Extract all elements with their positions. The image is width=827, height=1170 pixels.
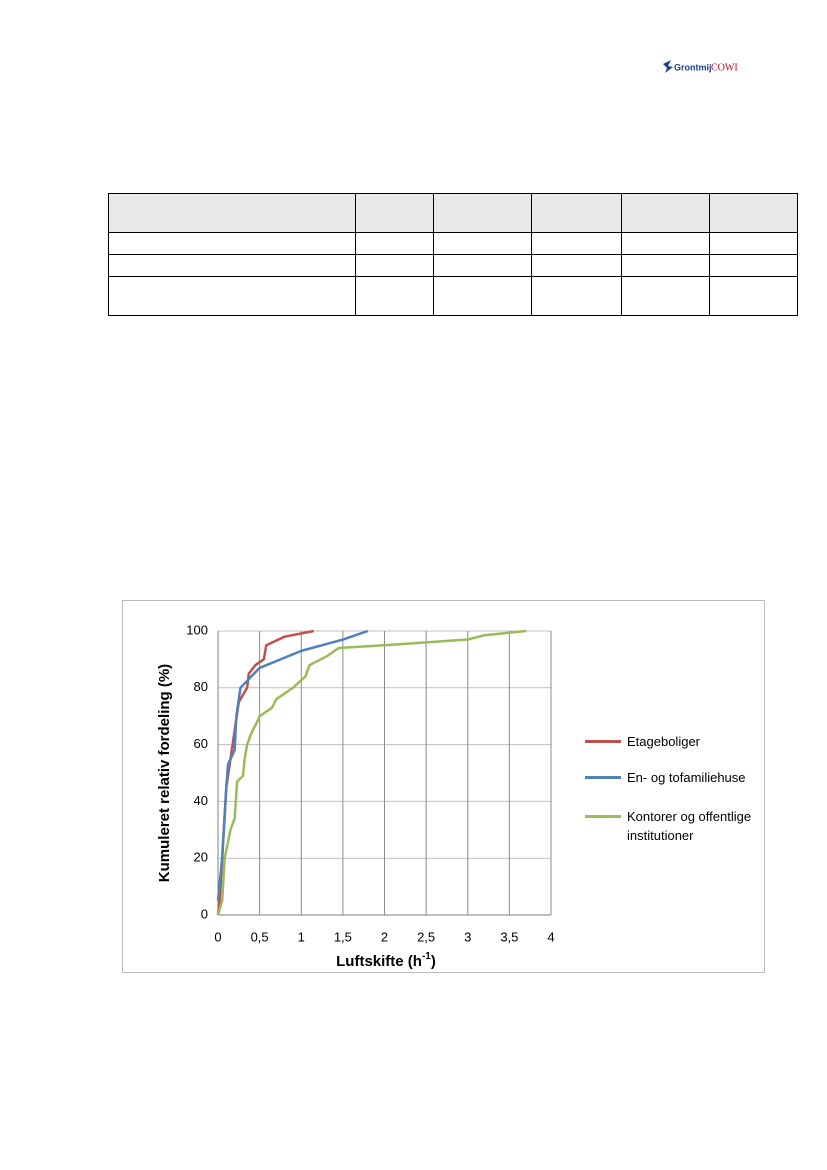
x-tick-label: 2 — [381, 929, 388, 944]
table-rules — [108, 193, 797, 316]
x-tick-label: 0,5 — [251, 929, 269, 944]
x-tick-label: 3,5 — [500, 929, 518, 944]
y-tick-label: 80 — [194, 679, 208, 694]
x-axis-label-end: ) — [431, 953, 436, 970]
table — [108, 193, 798, 316]
x-axis-label-sup: -1 — [422, 951, 431, 962]
series-line — [216, 629, 527, 916]
series-line — [216, 629, 369, 901]
x-tick-label: 1 — [298, 929, 305, 944]
y-axis-label: Kumuleret relativ fordeling (%) — [156, 664, 173, 882]
x-axis-label-main: Luftskifte (h — [336, 953, 422, 970]
x-tick-label: 3 — [464, 929, 471, 944]
legend-label: Etageboliger — [627, 734, 700, 749]
x-tick-label: 2,5 — [417, 929, 435, 944]
x-tick-label: 1,5 — [334, 929, 352, 944]
legend-swatch — [585, 776, 621, 779]
logo-icon — [663, 60, 673, 73]
legend-swatch — [585, 740, 621, 743]
logo-left: Grontmij — [674, 62, 712, 72]
legend-swatch — [585, 815, 621, 818]
x-tick-label: 0 — [214, 929, 221, 944]
legend-label: Kontorer og offentlige institutioner — [627, 809, 752, 843]
y-tick-label: 20 — [194, 850, 208, 865]
legend-entry: Kontorer og offentlige institutioner — [585, 807, 760, 845]
legend-label: En- og tofamiliehuse — [627, 770, 746, 785]
x-axis-label: Luftskifte (h-1) — [336, 951, 436, 970]
table-header-bg — [108, 193, 797, 232]
y-tick-label: 60 — [194, 736, 208, 751]
y-tick-label: 40 — [194, 793, 208, 808]
y-tick-label: 0 — [201, 906, 208, 921]
logo-right: COWI — [711, 62, 738, 73]
legend-entry: Etageboliger — [585, 732, 760, 751]
legend-entry: En- og tofamiliehuse — [585, 768, 760, 787]
y-tick-label: 100 — [186, 622, 208, 637]
chart-frame — [122, 600, 765, 973]
chart: 0 20 40 60 80 100 0 0,5 1 1,5 2 2,5 3 3,5 4 Kumuleret r… — [156, 622, 555, 970]
x-tick-label: 4 — [547, 929, 554, 944]
